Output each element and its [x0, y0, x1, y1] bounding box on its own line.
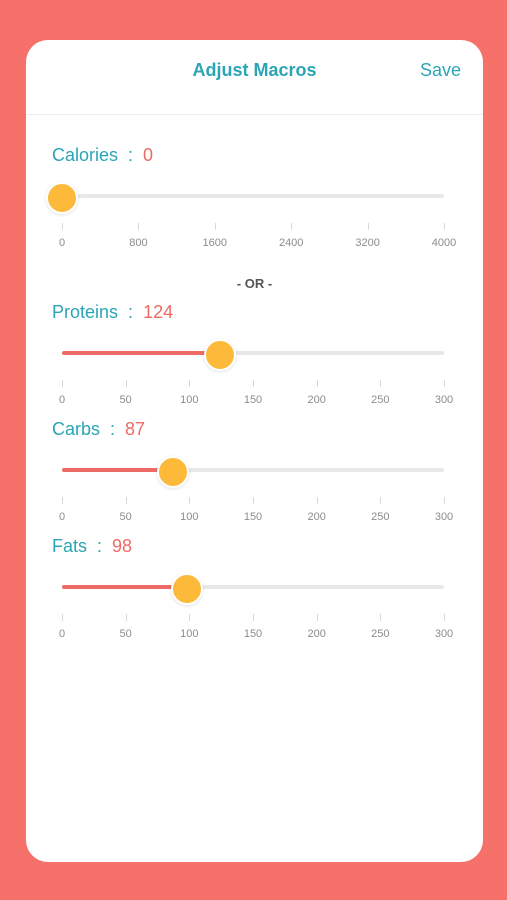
tick-mark — [316, 380, 318, 387]
slider-section-proteins: Proteins:124 0 50 100 150 200 250 300 — [26, 302, 483, 412]
tick-mark — [62, 380, 63, 387]
proteins-value: 124 — [143, 302, 174, 322]
slider-thumb[interactable] — [170, 573, 203, 605]
tick-mark — [444, 380, 445, 387]
page-title: Adjust Macros — [192, 60, 317, 80]
tick-label: 3200 — [355, 237, 380, 249]
tick-label: 0 — [58, 511, 66, 523]
tick-label: 200 — [307, 511, 326, 523]
tick-mark — [125, 497, 127, 504]
calories-value: 0 — [143, 145, 154, 165]
tick-label: 100 — [180, 511, 199, 523]
proteins-label-row: Proteins:124 — [52, 302, 173, 323]
slider-thumb[interactable] — [156, 456, 189, 488]
tick-mark — [62, 223, 63, 230]
carbs-value: 87 — [125, 419, 146, 439]
macros-card: Adjust Macros Save Calories:0 0 800 1600 24… — [26, 40, 483, 862]
calories-label-row: Calories:0 — [52, 145, 153, 166]
fats-label: Fats — [52, 536, 88, 556]
slider-track[interactable] — [62, 194, 444, 198]
label-separator: : — [97, 536, 103, 556]
tick-label: 0 — [58, 394, 66, 406]
tick-mark — [125, 380, 127, 387]
slider-fill — [62, 351, 220, 355]
tick-label: 150 — [243, 511, 263, 523]
tick-mark — [214, 223, 216, 230]
tick-mark — [138, 223, 140, 230]
fats-slider[interactable] — [62, 573, 444, 605]
tick-mark — [125, 614, 127, 621]
slider-track[interactable] — [62, 585, 444, 589]
tick-label: 200 — [307, 628, 326, 640]
tick-mark — [444, 614, 445, 621]
fats-scale: 0 50 100 150 200 250 300 — [58, 614, 453, 644]
tick-label: 300 — [434, 511, 454, 523]
carbs-scale: 0 50 100 150 200 250 300 — [58, 497, 453, 527]
carbs-slider[interactable] — [62, 456, 444, 488]
tick-label: 250 — [371, 628, 390, 640]
slider-fill — [62, 468, 173, 472]
tick-mark — [62, 614, 63, 621]
fats-value: 98 — [112, 536, 133, 556]
tick-label: 4000 — [431, 237, 457, 249]
tick-mark — [444, 223, 445, 230]
tick-label: 0 — [58, 237, 66, 249]
tick-label: 100 — [180, 394, 199, 406]
carbs-label: Carbs — [52, 419, 101, 439]
tick-mark — [316, 497, 318, 504]
proteins-label: Proteins — [52, 302, 119, 322]
slider-fill — [62, 585, 187, 589]
tick-label: 50 — [119, 394, 132, 406]
slider-section-carbs: Carbs:87 0 50 100 150 200 250 300 — [26, 419, 483, 529]
tick-label: 300 — [434, 394, 454, 406]
tick-mark — [189, 380, 191, 387]
or-divider: - OR - — [236, 276, 273, 291]
tick-label: 200 — [307, 394, 326, 406]
label-separator: : — [128, 302, 134, 322]
tick-label: 150 — [243, 394, 263, 406]
fats-label-row: Fats:98 — [52, 536, 132, 557]
tick-mark — [62, 497, 63, 504]
tick-label: 300 — [434, 628, 454, 640]
tick-mark — [189, 614, 191, 621]
proteins-scale: 0 50 100 150 200 250 300 — [58, 380, 453, 410]
calories-scale: 0 800 1600 2400 3200 4000 — [58, 223, 456, 253]
slider-thumb[interactable] — [46, 182, 78, 214]
tick-mark — [189, 497, 191, 504]
calories-label: Calories — [52, 145, 119, 165]
tick-label: 800 — [129, 237, 148, 249]
slider-track[interactable] — [62, 351, 444, 355]
tick-mark — [380, 380, 382, 387]
tick-mark — [253, 380, 254, 387]
calories-slider[interactable] — [46, 182, 444, 214]
slider-section-calories: Calories:0 0 800 1600 2400 3200 4000 — [26, 145, 483, 255]
tick-label: 250 — [371, 394, 390, 406]
tick-label: 50 — [119, 511, 132, 523]
header-bar: Adjust Macros Save — [26, 40, 483, 115]
tick-mark — [367, 223, 369, 230]
tick-mark — [444, 497, 445, 504]
tick-mark — [291, 223, 293, 230]
save-button[interactable]: Save — [419, 60, 461, 80]
tick-label: 100 — [180, 628, 199, 640]
slider-thumb[interactable] — [203, 339, 236, 371]
tick-label: 2400 — [278, 237, 304, 249]
tick-mark — [253, 614, 254, 621]
tick-mark — [380, 614, 382, 621]
tick-mark — [380, 497, 382, 504]
tick-label: 150 — [243, 628, 263, 640]
slider-section-fats: Fats:98 0 50 100 150 200 250 300 — [26, 536, 483, 646]
carbs-label-row: Carbs:87 — [52, 419, 145, 440]
slider-track[interactable] — [62, 468, 444, 472]
label-separator: : — [110, 419, 116, 439]
tick-label: 0 — [58, 628, 66, 640]
label-separator: : — [128, 145, 134, 165]
tick-label: 1600 — [202, 237, 228, 249]
tick-mark — [316, 614, 318, 621]
tick-mark — [253, 497, 254, 504]
tick-label: 50 — [119, 628, 132, 640]
tick-label: 250 — [371, 511, 390, 523]
proteins-slider[interactable] — [62, 339, 444, 371]
